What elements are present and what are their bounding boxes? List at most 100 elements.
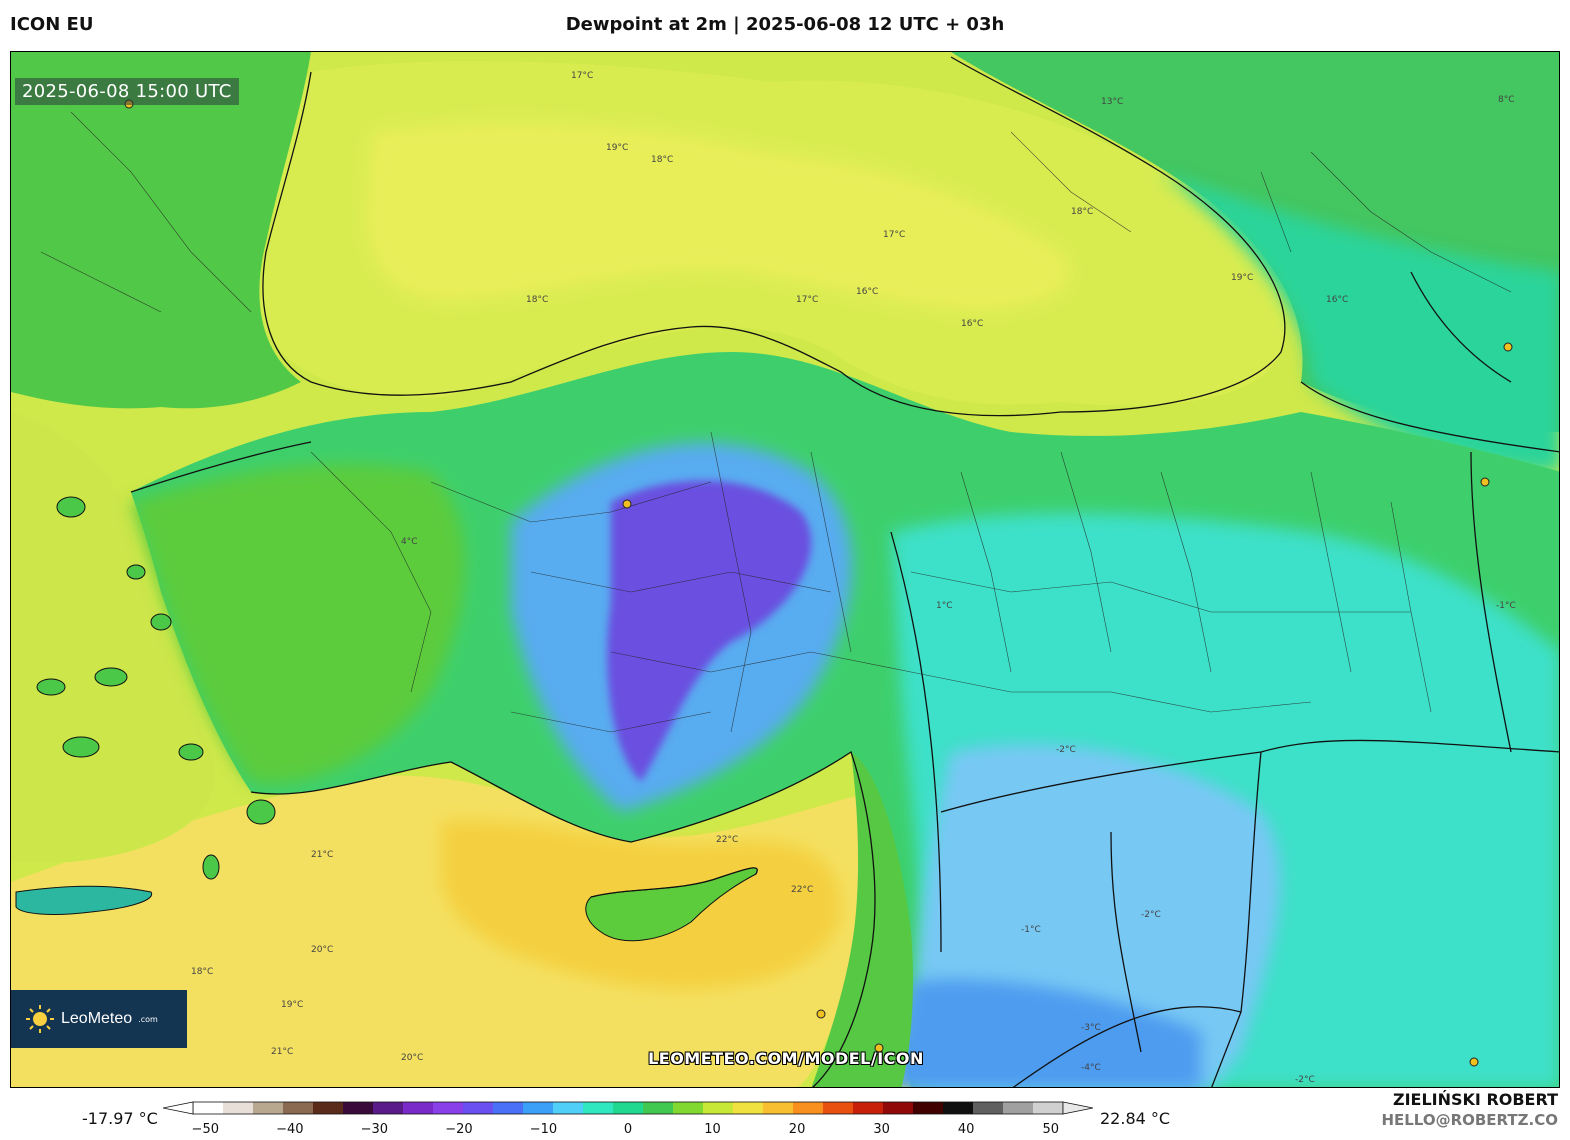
contour-label: 8°C — [1498, 95, 1515, 105]
central-anatolia-violet — [607, 480, 812, 782]
contour-label: 20°C — [311, 945, 333, 955]
contour-label: 16°C — [961, 319, 983, 329]
colorbar-tick-label: 40 — [957, 1122, 975, 1137]
colorbar-cell — [1033, 1102, 1064, 1114]
contour-label: -1°C — [1021, 925, 1041, 935]
colorbar-tick-label: −50 — [191, 1122, 219, 1137]
colorbar-cell — [973, 1102, 1004, 1114]
contour-label: 4°C — [401, 537, 418, 547]
contour-label: 18°C — [191, 967, 213, 977]
colorbar — [163, 1101, 1093, 1115]
colorbar-cell — [853, 1102, 884, 1114]
model-name: ICON EU — [10, 14, 94, 35]
levant-coast — [811, 752, 913, 1087]
colorbar-cell — [1003, 1102, 1034, 1114]
contour-label: 18°C — [651, 155, 673, 165]
contour-label: -2°C — [1295, 1075, 1315, 1085]
colorbar-cell — [703, 1102, 734, 1114]
logo-suffix: .com — [138, 1014, 158, 1024]
colorbar-cell — [193, 1102, 224, 1114]
map-title: Dewpoint at 2m | 2025-06-08 12 UTC + 03h — [565, 14, 1005, 35]
author-name: ZIELIŃSKI ROBERT — [1392, 1090, 1558, 1109]
colorbar-right-arrow — [1062, 1101, 1093, 1115]
colorbar-cell — [523, 1102, 554, 1114]
west-anatolia-green — [131, 463, 465, 784]
sun-icon — [26, 1005, 54, 1033]
caucasus-teal — [1161, 172, 1559, 472]
colorbar-cell — [763, 1102, 794, 1114]
legend-max-value: 22.84 °C — [1100, 1109, 1171, 1128]
contour-label: 13°C — [1101, 97, 1123, 107]
colorbar-cell — [223, 1102, 254, 1114]
aegean-islands — [36, 496, 276, 880]
colorbar-cell — [733, 1102, 764, 1114]
contour-label: 16°C — [856, 287, 878, 297]
colorbar-left-arrow — [163, 1101, 194, 1115]
colorbar-cell — [793, 1102, 824, 1114]
contour-label: 18°C — [526, 295, 548, 305]
aegean-sea — [11, 412, 215, 862]
contour-label: 19°C — [1231, 273, 1253, 283]
colorbar-cell — [433, 1102, 464, 1114]
colorbar-tick-label: 0 — [623, 1122, 633, 1137]
contour-label: 16°C — [1326, 295, 1348, 305]
colorbar-tick-label: −10 — [529, 1122, 558, 1137]
contour-label: 18°C — [1071, 207, 1093, 217]
contour-label: 21°C — [271, 1047, 293, 1057]
colorbar-cell — [373, 1102, 404, 1114]
contour-label: -1°C — [1496, 601, 1516, 611]
colorbar-tick-label: 50 — [1042, 1122, 1059, 1137]
contour-label: 19°C — [281, 1000, 303, 1010]
author-email[interactable]: HELLO@ROBERTZ.CO — [1381, 1111, 1558, 1129]
contour-label: 1°C — [936, 601, 953, 611]
contour-label: 19°C — [606, 143, 628, 153]
colorbar-tick-label: −30 — [360, 1122, 389, 1137]
contour-label: 20°C — [401, 1053, 423, 1063]
contour-label: -3°C — [1081, 1023, 1101, 1033]
colorbar-cell — [673, 1102, 704, 1114]
colorbar-cell — [613, 1102, 644, 1114]
contour-label: 22°C — [791, 885, 813, 895]
colorbar-cell — [283, 1102, 314, 1114]
province-lines — [40, 111, 1512, 733]
colorbar-tick-label: 20 — [788, 1122, 806, 1137]
contour-label: -2°C — [1141, 910, 1161, 920]
colorbar-cell — [493, 1102, 524, 1114]
colorbar-tick-label: −40 — [276, 1122, 304, 1137]
colorbar-tick-label: 30 — [873, 1122, 890, 1137]
colorbar-cell — [583, 1102, 614, 1114]
logo-text: LeoMeteo — [61, 1010, 133, 1027]
leometeo-logo[interactable]: LeoMeteo .com — [11, 990, 187, 1048]
map-frame: 17°C 19°C 18°C 17°C 16°C 18°C 19°C 16°C … — [10, 51, 1560, 1088]
balkans-land — [11, 52, 311, 409]
colorbar-cell — [883, 1102, 914, 1114]
colorbar-cell — [823, 1102, 854, 1114]
colorbar-cell — [553, 1102, 584, 1114]
colorbar-cell — [253, 1102, 284, 1114]
colorbar-tick-label: 10 — [704, 1122, 721, 1137]
contour-label: 17°C — [571, 71, 593, 81]
contour-label: 17°C — [883, 230, 905, 240]
contour-label: 21°C — [311, 850, 333, 860]
colorbar-cell — [343, 1102, 374, 1114]
borders — [130, 56, 1559, 1087]
crete-island — [15, 885, 153, 915]
colorbar-cell — [943, 1102, 974, 1114]
black-sea-warm — [365, 121, 1071, 312]
contour-label: -2°C — [1056, 745, 1076, 755]
legend-min-value: -17.97 °C — [82, 1109, 158, 1128]
colorbar-cell — [403, 1102, 434, 1114]
colorbar-cell — [643, 1102, 674, 1114]
source-url[interactable]: LEOMETEO.COM/MODEL/ICON — [648, 1049, 924, 1068]
contour-label: 17°C — [796, 295, 818, 305]
contour-label: -4°C — [1081, 1063, 1101, 1073]
colorbar-tick-label: −20 — [445, 1122, 473, 1137]
colorbar-cell — [913, 1102, 944, 1114]
dewpoint-map: 17°C 19°C 18°C 17°C 16°C 18°C 19°C 16°C … — [11, 52, 1559, 1087]
contour-label: 22°C — [716, 835, 738, 845]
colorbar-cell — [313, 1102, 344, 1114]
colorbar-cell — [463, 1102, 494, 1114]
iraq-dry-blue — [891, 979, 1201, 1087]
valid-time-badge: 2025-06-08 15:00 UTC — [15, 78, 239, 105]
contour-labels: 17°C 19°C 18°C 17°C 16°C 18°C 19°C 16°C … — [191, 71, 1516, 1085]
